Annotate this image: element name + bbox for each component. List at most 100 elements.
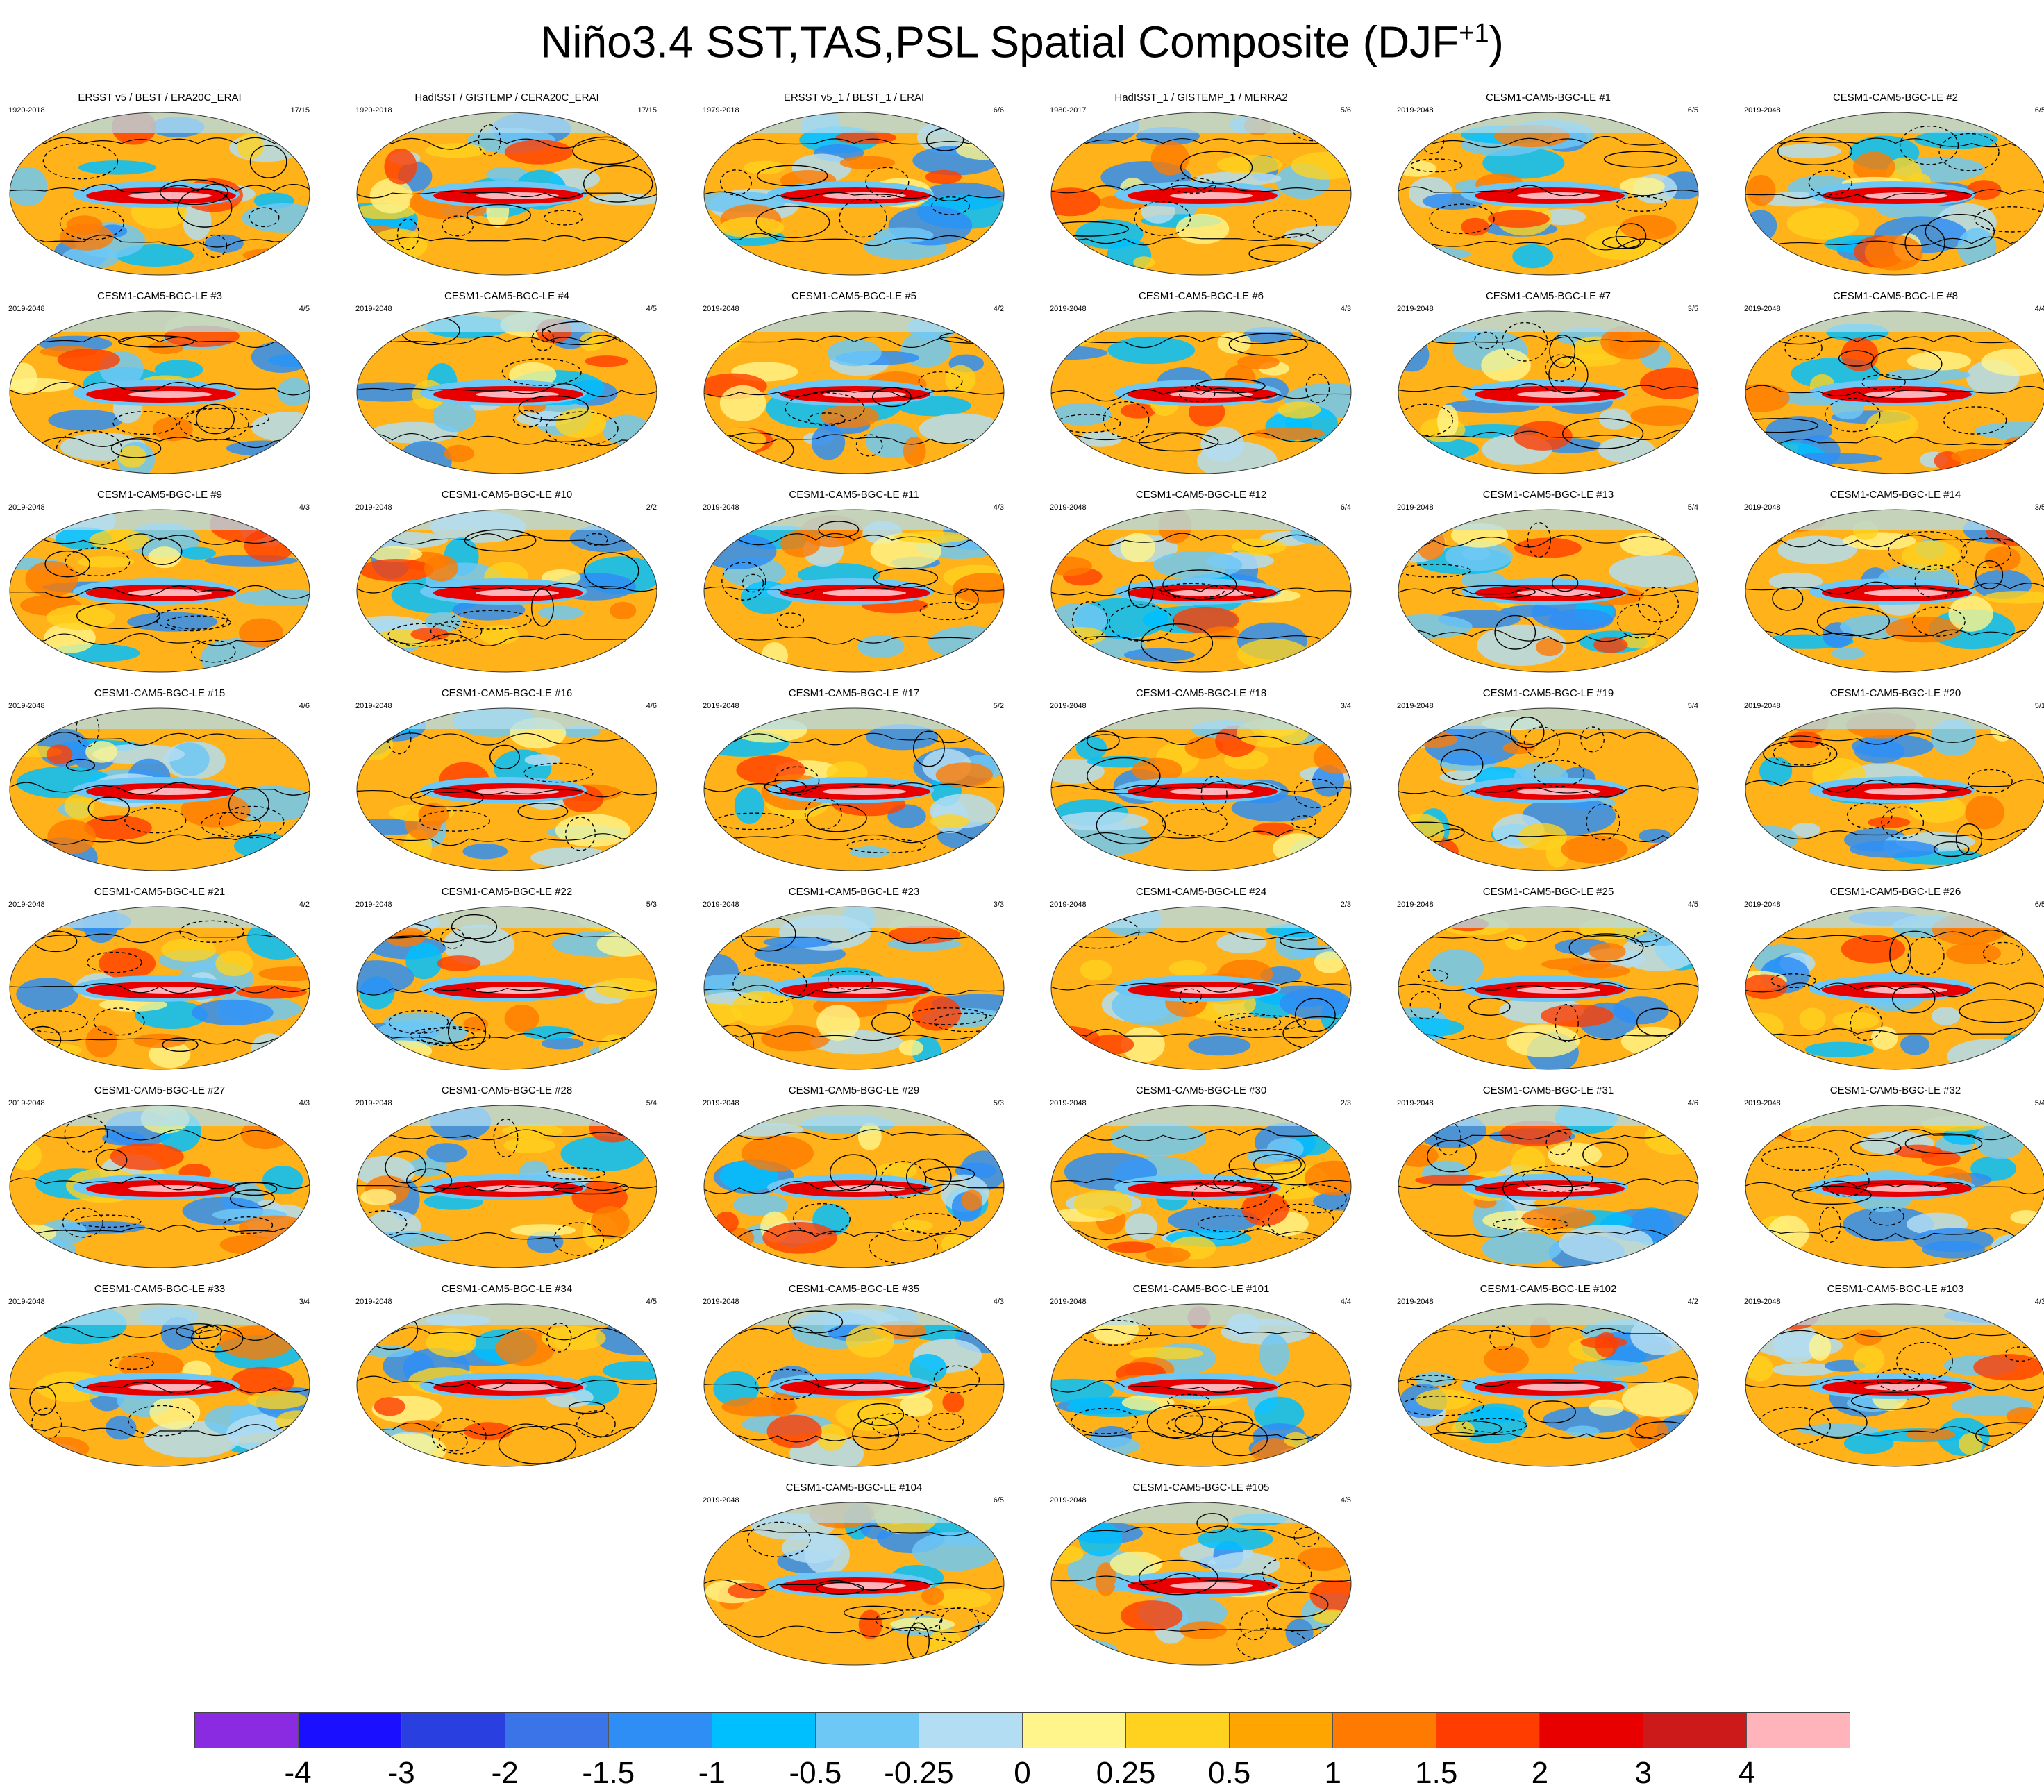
colorbar-box — [402, 1713, 505, 1748]
panel-years: 2019-2048 — [1050, 1496, 1087, 1505]
map-panel: HadISST / GISTEMP / CERA20C_ERAI 1920-201… — [354, 92, 660, 279]
map-panel: CESM1-CAM5-BGC-LE #29 2019-2048 5/3 — [701, 1085, 1007, 1272]
panel-count: 4/5 — [646, 1298, 657, 1306]
colorbar-box — [609, 1713, 712, 1748]
panel-title: CESM1-CAM5-BGC-LE #31 — [1482, 1085, 1614, 1096]
map-panel: CESM1-CAM5-BGC-LE #4 2019-2048 4/5 — [354, 290, 660, 478]
panel-count: 3/4 — [1340, 702, 1351, 710]
panel-years: 2019-2048 — [1397, 1099, 1434, 1107]
colorbar-label: 0.25 — [1096, 1756, 1156, 1790]
colorbar-label: 3 — [1634, 1756, 1652, 1790]
colorbar-label: 0 — [1014, 1756, 1031, 1790]
colorbar-box — [919, 1713, 1023, 1748]
map-panel: CESM1-CAM5-BGC-LE #33 2019-2048 3/4 — [7, 1283, 312, 1471]
map-panel: CESM1-CAM5-BGC-LE #24 2019-2048 2/3 — [1048, 886, 1354, 1073]
panel-years: 2019-2048 — [1397, 1298, 1434, 1306]
map-panel: CESM1-CAM5-BGC-LE #25 2019-2048 4/5 — [1396, 886, 1701, 1073]
colorbar-label: -3 — [387, 1756, 415, 1790]
panel-title: CESM1-CAM5-BGC-LE #10 — [441, 489, 573, 501]
panel-title: CESM1-CAM5-BGC-LE #11 — [789, 489, 919, 501]
panel-count: 2/3 — [1340, 1099, 1351, 1107]
panel-count: 4/3 — [299, 1099, 310, 1107]
panel-title: CESM1-CAM5-BGC-LE #16 — [441, 687, 573, 699]
panel-count: 3/4 — [299, 1298, 310, 1306]
composite-map — [1398, 1105, 1699, 1268]
composite-map — [703, 112, 1005, 276]
composite-map — [1745, 906, 2044, 1070]
panel-title: CESM1-CAM5-BGC-LE #28 — [441, 1085, 573, 1096]
composite-map — [1398, 1303, 1699, 1467]
panel-title: CESM1-CAM5-BGC-LE #13 — [1482, 489, 1614, 501]
panel-years: 2019-2048 — [1744, 901, 1781, 909]
panel-years: 2019-2048 — [703, 305, 739, 313]
colorbar-box — [1333, 1713, 1436, 1748]
composite-map — [1745, 1105, 2044, 1268]
panel-years: 2019-2048 — [355, 702, 392, 710]
panel-years: 2019-2048 — [1744, 305, 1781, 313]
composite-map — [703, 1303, 1005, 1467]
panel-years: 2019-2048 — [1397, 305, 1434, 313]
panel-count: 4/6 — [299, 702, 310, 710]
composite-map — [1745, 310, 2044, 474]
map-panel: CESM1-CAM5-BGC-LE #18 2019-2048 3/4 — [1048, 687, 1354, 875]
panel-years: 2019-2048 — [8, 1298, 45, 1306]
panel-years: 1920-2018 — [8, 106, 45, 115]
panel-count: 4/3 — [993, 1298, 1004, 1306]
colorbar-box — [1023, 1713, 1126, 1748]
map-panel: CESM1-CAM5-BGC-LE #21 2019-2048 4/2 — [7, 886, 312, 1073]
panel-years: 2019-2048 — [1744, 702, 1781, 710]
map-panel: CESM1-CAM5-BGC-LE #3 2019-2048 4/5 — [7, 290, 312, 478]
colorbar-label: -0.5 — [789, 1756, 842, 1790]
panel-years: 2019-2048 — [1050, 702, 1087, 710]
panel-title: CESM1-CAM5-BGC-LE #12 — [1135, 489, 1267, 501]
panel-title: CESM1-CAM5-BGC-LE #102 — [1480, 1283, 1617, 1295]
colorbar-box — [816, 1713, 919, 1748]
panel-years: 2019-2048 — [8, 503, 45, 512]
panel-years: 2019-2048 — [1050, 1099, 1087, 1107]
panel-years: 2019-2048 — [1397, 106, 1434, 115]
map-panel: CESM1-CAM5-BGC-LE #22 2019-2048 5/3 — [354, 886, 660, 1073]
panel-count: 6/4 — [1340, 503, 1351, 512]
panel-title: CESM1-CAM5-BGC-LE #14 — [1829, 489, 1961, 501]
colorbar-box — [505, 1713, 609, 1748]
panel-title: CESM1-CAM5-BGC-LE #9 — [97, 489, 223, 501]
colorbar-label: -0.25 — [884, 1756, 954, 1790]
panel-count: 5/4 — [1687, 702, 1698, 710]
panel-count: 5/1 — [2034, 702, 2044, 710]
panel-count: 4/5 — [1687, 901, 1698, 909]
composite-map — [1050, 310, 1352, 474]
panel-count: 6/5 — [1687, 106, 1698, 115]
map-panel: CESM1-CAM5-BGC-LE #104 2019-2048 6/5 — [701, 1482, 1007, 1669]
panel-title: CESM1-CAM5-BGC-LE #104 — [785, 1482, 923, 1493]
map-panel: CESM1-CAM5-BGC-LE #9 2019-2048 4/3 — [7, 489, 312, 676]
panel-count: 4/3 — [1340, 305, 1351, 313]
panel-title: CESM1-CAM5-BGC-LE #5 — [791, 290, 917, 302]
composite-map — [703, 509, 1005, 673]
map-panel: CESM1-CAM5-BGC-LE #35 2019-2048 4/3 — [701, 1283, 1007, 1471]
panel-count: 4/3 — [993, 503, 1004, 512]
map-panel: CESM1-CAM5-BGC-LE #28 2019-2048 5/4 — [354, 1085, 660, 1272]
panel-count: 17/15 — [290, 106, 310, 115]
composite-map — [9, 509, 310, 673]
panel-count: 5/2 — [993, 702, 1004, 710]
panel-years: 2019-2048 — [1744, 106, 1781, 115]
composite-map — [9, 1303, 310, 1467]
panel-title: CESM1-CAM5-BGC-LE #27 — [94, 1085, 226, 1096]
panel-years: 1979-2018 — [703, 106, 739, 115]
panel-count: 4/5 — [1340, 1496, 1351, 1505]
panel-count: 4/4 — [2034, 305, 2044, 313]
panel-title: CESM1-CAM5-BGC-LE #23 — [788, 886, 920, 898]
composite-map — [356, 707, 657, 871]
panel-years: 2019-2048 — [1397, 901, 1434, 909]
map-panel: CESM1-CAM5-BGC-LE #34 2019-2048 4/5 — [354, 1283, 660, 1471]
composite-map — [356, 1303, 657, 1467]
panel-count: 2/3 — [1340, 901, 1351, 909]
composite-map — [1745, 1303, 2044, 1467]
panel-years: 2019-2048 — [703, 702, 739, 710]
composite-map — [703, 1502, 1005, 1666]
panel-count: 4/6 — [1687, 1099, 1698, 1107]
panel-title: CESM1-CAM5-BGC-LE #3 — [97, 290, 223, 302]
panel-count: 6/6 — [993, 106, 1004, 115]
panel-title: CESM1-CAM5-BGC-LE #21 — [94, 886, 226, 898]
panel-title: HadISST / GISTEMP / CERA20C_ERAI — [414, 92, 599, 103]
